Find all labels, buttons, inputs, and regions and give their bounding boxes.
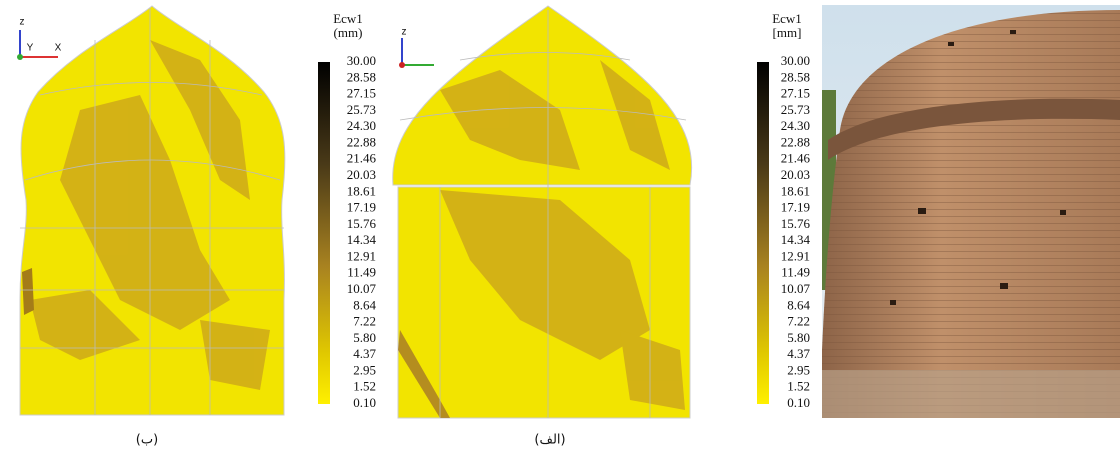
axis-triad bbox=[17, 30, 58, 60]
legend-tick-label: 11.49 bbox=[347, 265, 376, 280]
axis-triad bbox=[399, 38, 434, 68]
legend-tick-label: 2.95 bbox=[787, 362, 810, 377]
legend-title: Ecw1 bbox=[772, 11, 802, 26]
legend-tick-label: 1.52 bbox=[353, 379, 376, 394]
legend-unit: [mm] bbox=[773, 25, 802, 40]
legend-tick-label: 5.80 bbox=[787, 330, 810, 345]
model-b bbox=[17, 6, 330, 415]
legend-tick-label: 24.30 bbox=[347, 118, 376, 133]
legend-tick-label: 22.88 bbox=[781, 134, 810, 149]
legend-tick-label: 14.34 bbox=[781, 232, 811, 247]
legend-tick-label: 18.61 bbox=[347, 183, 376, 198]
colorbar bbox=[318, 62, 330, 404]
model-alef bbox=[393, 6, 769, 418]
legend-tick-label: 0.10 bbox=[787, 395, 810, 410]
legend-tick-label: 10.07 bbox=[781, 281, 811, 296]
legend-tick-label: 4.37 bbox=[353, 346, 376, 361]
legend-tick-label: 18.61 bbox=[781, 183, 810, 198]
legend-tick-label: 30.00 bbox=[781, 53, 810, 68]
legend-tick-label: 5.80 bbox=[353, 330, 376, 345]
legend-tick-label: 27.15 bbox=[781, 86, 810, 101]
legend-tick-label: 7.22 bbox=[353, 314, 376, 329]
axis-label: Y bbox=[27, 43, 34, 54]
legend-tick-label: 10.07 bbox=[347, 281, 377, 296]
legend-tick-label: 0.10 bbox=[353, 395, 376, 410]
legend-tick-label: 8.64 bbox=[787, 297, 810, 312]
axis-label: X bbox=[55, 43, 62, 54]
legend-tick-label: 25.73 bbox=[347, 102, 376, 117]
caption: (ب) bbox=[136, 433, 158, 448]
axis-label: z bbox=[20, 17, 25, 28]
legend-tick-label: 20.03 bbox=[781, 167, 810, 182]
legend-tick-label: 22.88 bbox=[347, 134, 376, 149]
legend-tick-label: 24.30 bbox=[781, 118, 810, 133]
legend-tick-label: 14.34 bbox=[347, 232, 377, 247]
legend-tick-label: 15.76 bbox=[781, 216, 811, 231]
legend-tick-label: 17.19 bbox=[347, 200, 376, 215]
legend-tick-label: 4.37 bbox=[787, 346, 810, 361]
legend-tick-label: 11.49 bbox=[781, 265, 810, 280]
legend-title: Ecw1 bbox=[333, 11, 363, 26]
legend-tick-label: 1.52 bbox=[787, 379, 810, 394]
photo bbox=[822, 5, 1120, 418]
legend-tick-label: 7.22 bbox=[787, 314, 810, 329]
figure-canvas: Ecw1(mm)30.0028.5827.1525.7324.3022.8821… bbox=[0, 0, 1120, 451]
legend-tick-label: 27.15 bbox=[347, 86, 376, 101]
legend-tick-label: 2.95 bbox=[353, 362, 376, 377]
legend-unit: (mm) bbox=[334, 25, 363, 40]
figure: Ecw1(mm)30.0028.5827.1525.7324.3022.8821… bbox=[0, 0, 1120, 451]
legend-tick-label: 21.46 bbox=[781, 151, 811, 166]
legend-tick-label: 30.00 bbox=[347, 53, 376, 68]
legend-tick-label: 21.46 bbox=[347, 151, 377, 166]
legend-tick-label: 15.76 bbox=[347, 216, 377, 231]
legend-tick-label: 8.64 bbox=[353, 297, 376, 312]
caption: (الف) bbox=[534, 433, 565, 448]
legend-tick-label: 28.58 bbox=[781, 69, 810, 84]
legend-tick-label: 20.03 bbox=[347, 167, 376, 182]
axis-label: z bbox=[402, 27, 407, 38]
legend-tick-label: 28.58 bbox=[347, 69, 376, 84]
legend-tick-label: 17.19 bbox=[781, 200, 810, 215]
colorbar bbox=[757, 62, 769, 404]
legend-tick-label: 12.91 bbox=[347, 248, 376, 263]
legend-tick-label: 25.73 bbox=[781, 102, 810, 117]
legend-tick-label: 12.91 bbox=[781, 248, 810, 263]
